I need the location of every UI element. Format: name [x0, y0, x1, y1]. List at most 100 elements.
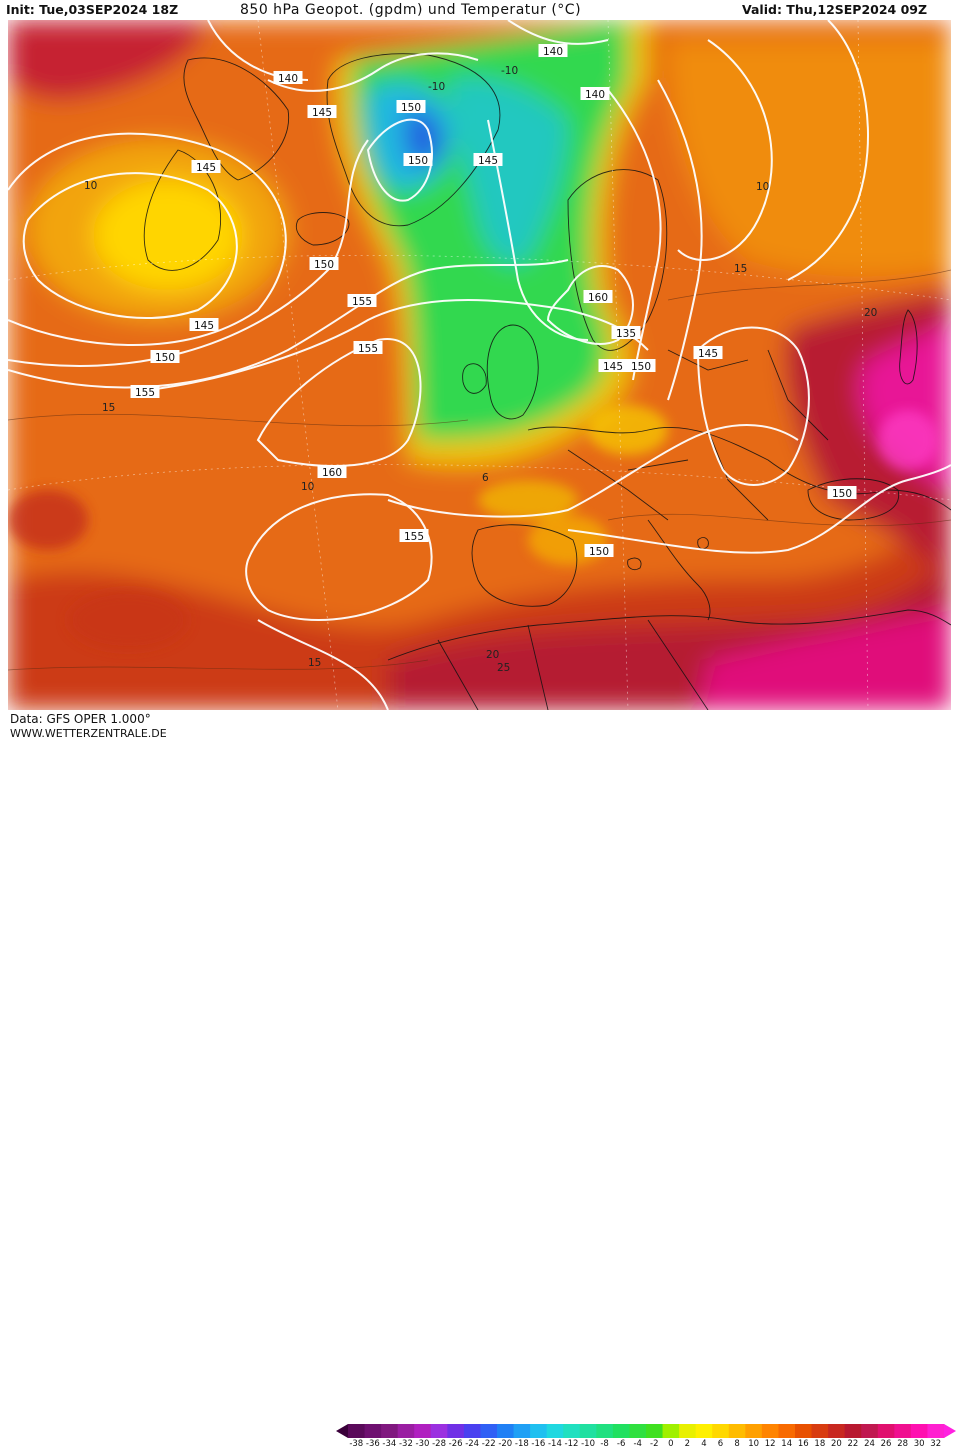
geopotential-label-box — [473, 153, 503, 166]
colorbar-tick-label: 20 — [830, 1439, 842, 1449]
colorbar-swatch — [530, 1424, 548, 1438]
geopotential-label-box — [347, 294, 377, 307]
temperature-label: 25 — [497, 662, 510, 674]
colorbar-swatch — [646, 1424, 664, 1438]
colorbar-swatch — [546, 1424, 564, 1438]
colorbar-tick-label: -38 — [349, 1439, 364, 1449]
geopotential-label: 145 — [603, 361, 623, 373]
temperature-label: -10 — [501, 65, 518, 77]
geopotential-label: 145 — [312, 107, 332, 119]
colorbar-tick-label: 14 — [781, 1439, 793, 1449]
geopotential-label: 140 — [543, 46, 563, 58]
colorbar-tick-label: -30 — [415, 1439, 430, 1449]
colorbar-tick-label: -16 — [531, 1439, 546, 1449]
colorbar-tick-label: -10 — [581, 1439, 595, 1449]
temperature-label: 10 — [301, 481, 314, 493]
colorbar-swatch — [910, 1424, 928, 1438]
map-header: Init: Tue,03SEP2024 18Z 850 hPa Geopot. … — [0, 0, 959, 20]
geopotential-label-box — [598, 359, 628, 372]
colorbar-swatch — [430, 1424, 448, 1438]
colorbar-tick-label: -12 — [564, 1439, 579, 1449]
colorbar-swatch — [414, 1424, 432, 1438]
colorbar-swatch — [463, 1424, 481, 1438]
geopotential-label: 150 — [832, 488, 852, 500]
geopotential-label-box — [611, 326, 641, 339]
colorbar-tick-label: -28 — [432, 1439, 446, 1449]
colorbar-tick-label: 28 — [897, 1439, 909, 1449]
geopotential-label: 140 — [585, 89, 605, 101]
temperature-label: 6 — [482, 472, 489, 484]
colorbar-swatch — [844, 1424, 862, 1438]
geopotential-label-box — [403, 153, 433, 166]
colorbar-swatch — [894, 1424, 912, 1438]
colorbar-swatch — [662, 1424, 680, 1438]
geopotential-label: 150 — [631, 361, 651, 373]
isotherms — [8, 269, 951, 671]
colorbar-tick-label: -8 — [600, 1439, 609, 1449]
colorbar-tick-label: -4 — [633, 1439, 642, 1449]
colorbar-min-arrow — [336, 1424, 348, 1438]
colorbar-tick-label: -2 — [650, 1439, 659, 1449]
geopotential-label-box — [580, 87, 610, 100]
temperature-labels: -10 -10 10 10 15 15 15 10 6 20 20 25 — [84, 65, 877, 674]
geopotential-label: 150 — [401, 102, 421, 114]
temperature-detail — [8, 405, 938, 650]
geopotential-label-box — [583, 290, 613, 303]
colorbar-swatch — [381, 1424, 399, 1438]
temperature-colorbar — [336, 1424, 956, 1438]
temperature-label: 15 — [308, 657, 321, 669]
colorbar-swatch — [497, 1424, 515, 1438]
colorbar-tick-label: 4 — [701, 1439, 707, 1449]
colorbar-swatch — [761, 1424, 779, 1438]
geopotential-label-box — [538, 44, 568, 57]
colorbar-tick-label: -36 — [365, 1439, 380, 1449]
colorbar-swatch — [927, 1424, 945, 1438]
temperature-label: 15 — [102, 402, 115, 414]
colorbar-swatch — [596, 1424, 614, 1438]
valid-time: Valid: Thu,12SEP2024 09Z — [742, 2, 928, 17]
geopotential-label-box — [191, 160, 221, 173]
colorbar-tick-label: 18 — [814, 1439, 826, 1449]
colorbar-swatch — [861, 1424, 879, 1438]
colorbar-tick-label: 10 — [748, 1439, 760, 1449]
geopotential-label: 145 — [698, 348, 718, 360]
geopotential-label: 155 — [135, 387, 155, 399]
colorbar-swatch — [447, 1424, 465, 1438]
geopotential-label-box — [307, 105, 337, 118]
colorbar-swatch — [397, 1424, 415, 1438]
colorbar-swatch — [795, 1424, 813, 1438]
geopotential-label: 145 — [478, 155, 498, 167]
weather-map: -10 -10 10 10 15 15 15 10 6 20 20 25 140… — [8, 20, 951, 710]
colorbar-tick-label: -24 — [465, 1439, 480, 1449]
geopotential-label: 160 — [588, 292, 608, 304]
geopotential-label-box — [693, 346, 723, 359]
temperature-label: 10 — [84, 180, 97, 192]
geopotential-label-box — [130, 385, 160, 398]
geopotential-label: 150 — [155, 352, 175, 364]
geopotential-label-box — [827, 486, 857, 499]
colorbar-tick-label: -32 — [398, 1439, 413, 1449]
data-source: Data: GFS OPER 1.000° — [10, 712, 151, 726]
geopotential-label: 140 — [278, 73, 298, 85]
geopotential-label: 155 — [404, 531, 424, 543]
geopotential-label: 150 — [408, 155, 428, 167]
colorbar-tick-label: 6 — [717, 1439, 724, 1449]
colorbar-tick-label: 24 — [864, 1439, 875, 1449]
colorbar-tick-label: 16 — [797, 1439, 809, 1449]
geopotential-label-box — [150, 350, 180, 363]
geopotential-label: 135 — [616, 328, 636, 340]
temperature-label: 10 — [756, 181, 769, 193]
colorbar-swatch — [364, 1424, 382, 1438]
colorbar-swatch — [348, 1424, 366, 1438]
website: WWW.WETTERZENTRALE.DE — [10, 727, 167, 740]
colorbar-tick-label: -22 — [481, 1439, 496, 1449]
colorbar-ticks: -38 -36 -34 -32 -30 -28 -26 -24 -22 -20 -18 -16 -14-… — [336, 1439, 956, 1451]
colorbar-swatch — [811, 1424, 829, 1438]
colorbar-tick-label: -14 — [547, 1439, 562, 1449]
colorbar-swatch — [712, 1424, 730, 1438]
geopotential-label-box — [396, 100, 426, 113]
geopotential-label-box — [353, 341, 383, 354]
colorbar-tick-label: -6 — [616, 1439, 626, 1449]
geopotential-label: 150 — [589, 546, 609, 558]
geopotential-label-box — [189, 318, 219, 331]
